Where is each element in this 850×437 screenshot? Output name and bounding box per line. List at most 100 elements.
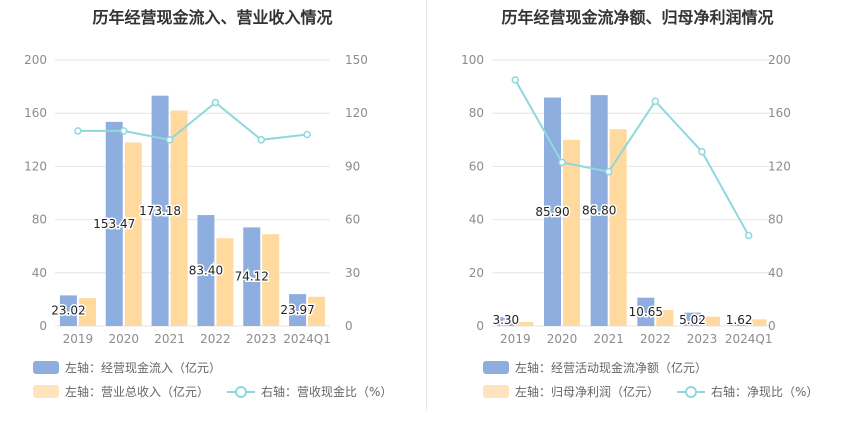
right-tick-label: 160	[768, 106, 791, 120]
category-label: 2021	[154, 332, 185, 346]
legend-item-net-profit[interactable]: 左轴：归母净利润（亿元）	[483, 383, 659, 400]
data-label: 1.62	[726, 313, 753, 327]
ratio-line	[514, 79, 750, 237]
legend-item-revenue[interactable]: 左轴：营业总收入（亿元）	[33, 383, 209, 400]
left-tick-label: 160	[24, 106, 47, 120]
legend-item-revenue-cash-ratio[interactable]: 右轴：营收现金比（%）	[227, 383, 392, 400]
legend-item-net-cash-flow[interactable]: 左轴：经营活动现金流净额（亿元）	[483, 359, 707, 376]
right-tick-label: 30	[345, 266, 360, 280]
bar-secondary	[170, 110, 188, 326]
chart-panel-net-cash: 历年经营现金流净额、归母净利润情况 0 0 20 40 40 80 60 120 80 160 10…	[425, 0, 850, 437]
chart-svg-net-cash: 0 0 20 40 40 80 60 120 80 160 100 200 3.30 85.90 86.80…	[461, 53, 791, 346]
ratio-point	[511, 76, 520, 84]
legend-row-1: 左轴：经营现金流入（亿元）	[33, 359, 239, 376]
legend-label: 右轴：净现比（%）	[711, 385, 819, 399]
left-tick-label: 20	[469, 266, 484, 280]
data-label: 23.97	[280, 303, 314, 317]
legend-line-swatch	[677, 385, 706, 399]
panel-divider	[426, 0, 427, 410]
left-tick-label: 200	[24, 53, 47, 67]
ratio-point	[303, 130, 311, 139]
bar-primary	[590, 95, 608, 326]
bar-secondary	[516, 322, 534, 326]
legend-row-2: 左轴：营业总收入（亿元） 右轴：营收现金比（%）	[33, 383, 410, 400]
bar-primary	[684, 312, 701, 326]
bar-primary	[243, 227, 261, 326]
ratio-point	[120, 127, 128, 135]
data-label: 153.47	[93, 217, 135, 231]
bar-primary	[59, 295, 77, 326]
category-label: 2022	[640, 332, 671, 346]
legend-swatch	[33, 361, 59, 374]
bar-secondary	[124, 142, 142, 326]
bar-secondary	[656, 310, 674, 326]
ratio-point	[211, 98, 220, 107]
category-label: 2024Q1	[725, 332, 773, 346]
legend-label: 左轴：营业总收入（亿元）	[65, 385, 210, 399]
category-label: 2023	[246, 332, 277, 346]
legend-swatch	[483, 385, 509, 398]
ratio-point	[74, 127, 82, 135]
ratio-point	[257, 136, 265, 144]
legend-row-2: 左轴：归母净利润（亿元） 右轴：净现比（%）	[483, 383, 836, 400]
bar-secondary	[749, 319, 767, 326]
legend-item-cash-inflow[interactable]: 左轴：经营现金流入（亿元）	[33, 359, 221, 376]
bar-primary	[289, 294, 307, 326]
left-tick-label: 0	[476, 319, 484, 333]
ratio-point	[651, 97, 660, 105]
bar-secondary	[703, 316, 720, 326]
data-label: 3.30	[492, 313, 519, 327]
right-tick-label: 0	[768, 319, 776, 333]
category-label: 2020	[108, 332, 139, 346]
bar-secondary	[308, 296, 326, 326]
legend-swatch	[33, 385, 59, 398]
right-tick-label: 0	[345, 319, 353, 333]
data-label: 5.02	[679, 313, 706, 327]
bar-primary	[637, 297, 655, 326]
data-label: 85.90	[535, 205, 569, 219]
legend-item-net-cash-ratio[interactable]: 右轴：净现比（%）	[677, 383, 818, 400]
right-tick-label: 90	[345, 159, 360, 173]
category-label: 2022	[200, 332, 231, 346]
right-tick-label: 200	[768, 53, 791, 67]
right-tick-label: 40	[768, 266, 783, 280]
legend-label: 右轴：营收现金比（%）	[261, 385, 393, 399]
data-label: 10.65	[629, 305, 663, 319]
category-label: 2023	[687, 332, 718, 346]
legend-label: 左轴：经营活动现金流净额（亿元）	[515, 361, 708, 375]
left-tick-label: 40	[469, 213, 484, 227]
left-tick-label: 0	[39, 319, 47, 333]
left-tick-label: 40	[32, 266, 47, 280]
category-label: 2019	[63, 332, 94, 346]
data-label: 86.80	[582, 204, 616, 218]
left-tick-label: 120	[24, 159, 47, 173]
data-label: 23.02	[51, 304, 85, 318]
ratio-point	[698, 148, 706, 156]
bar-primary	[197, 215, 215, 326]
bar-primary	[730, 321, 748, 326]
data-label: 74.12	[235, 270, 269, 284]
chart-title: 历年经营现金流净额、归母净利润情况	[501, 8, 774, 27]
bar-secondary	[563, 139, 580, 326]
right-tick-label: 120	[345, 106, 368, 120]
bar-primary	[151, 95, 169, 327]
legend-row-1: 左轴：经营活动现金流净额（亿元）	[483, 359, 725, 376]
legend-label: 左轴：归母净利润（亿元）	[515, 385, 660, 399]
right-tick-label: 80	[768, 213, 783, 227]
ratio-point	[165, 136, 174, 144]
category-label: 2024Q1	[283, 332, 331, 346]
bar-primary	[105, 121, 123, 326]
data-label: 173.18	[139, 204, 181, 218]
legend-line-swatch	[227, 385, 256, 399]
category-label: 2021	[593, 332, 624, 346]
left-tick-label: 100	[461, 53, 484, 67]
left-tick-label: 80	[32, 213, 47, 227]
bar-secondary	[262, 234, 280, 326]
category-label: 2020	[547, 332, 578, 346]
left-tick-label: 60	[469, 159, 484, 173]
right-tick-label: 150	[345, 53, 368, 67]
legend-swatch	[483, 361, 509, 374]
bar-secondary	[216, 238, 234, 326]
data-label: 83.40	[189, 264, 223, 278]
right-tick-label: 60	[345, 213, 360, 227]
